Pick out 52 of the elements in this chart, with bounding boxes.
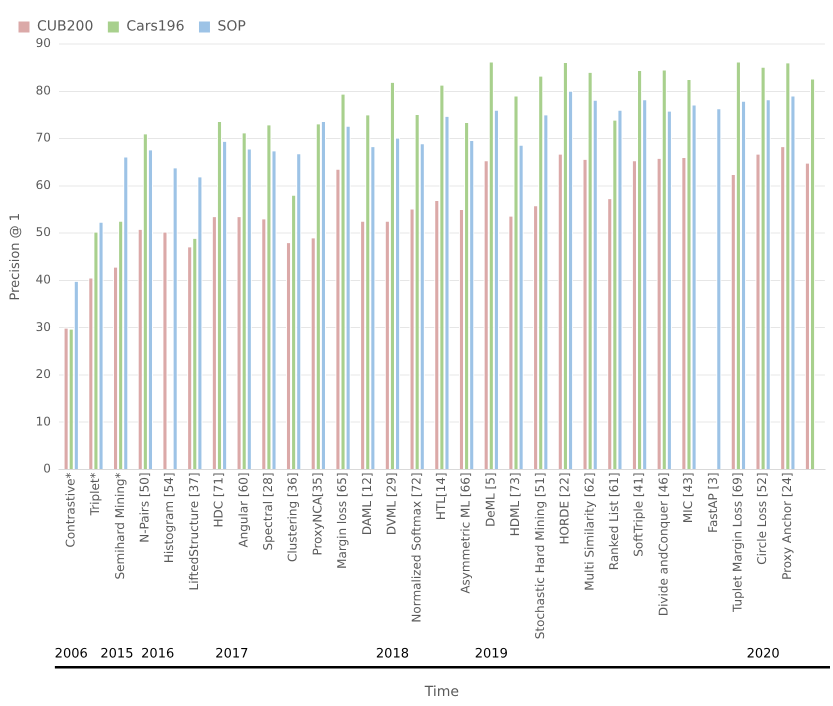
y-tick-label: 0: [43, 462, 51, 476]
x-tick-label: Spectral [28]: [261, 472, 276, 550]
x-tick-label: Contrastive*: [63, 472, 78, 548]
text: 2006: [54, 646, 88, 662]
text: 2015: [100, 646, 134, 662]
x-tick-label: Triplet*: [88, 472, 102, 516]
x-tick-label: Ranked List [61]: [606, 472, 621, 570]
text: 2019: [474, 646, 508, 662]
y-tick-label: 20: [36, 367, 51, 382]
x-tick-label: FastAP [3]: [706, 472, 720, 533]
legend-label: SOP: [217, 18, 246, 35]
x-tick-label: HTL[14]: [434, 472, 448, 520]
text: 2020: [746, 646, 780, 662]
x-tick-label: Angular [60]: [236, 472, 250, 548]
x-tick-label: Stochastic Hard Mining [51]: [532, 472, 547, 640]
y-tick-label: 80: [36, 83, 51, 98]
y-tick-label: 50: [36, 225, 51, 240]
x-tick-label: Histogram [54]: [162, 472, 176, 564]
x-tick-label: MIC [43]: [681, 472, 696, 524]
y-tick-label: 90: [36, 36, 51, 50]
text: 2017: [215, 646, 248, 662]
x-tick-label: Margin loss [65]: [335, 472, 350, 569]
x-tick-label: SoftTriple [41]: [632, 472, 646, 557]
x-tick-label: Normalized Softmax [72]: [409, 472, 424, 623]
x-tick-label: Clustering [36]: [286, 472, 300, 562]
x-axis-title: Time: [424, 684, 460, 700]
x-tick-label: Proxy Anchor [24]: [780, 472, 794, 580]
y-tick-label: 70: [36, 130, 51, 145]
x-tick-label: ProxyNCA[35]: [310, 472, 324, 556]
x-tick-label: DVML [29]: [384, 472, 399, 536]
x-tick-label: N-Pairs [50]: [137, 472, 152, 543]
x-tick-label: Semihard Mining*: [112, 472, 127, 580]
x-tick-label: Asymmetric ML [66]: [458, 472, 473, 594]
y-tick-label: 10: [36, 414, 51, 428]
x-tick-label: Circle Loss [52]: [755, 472, 770, 565]
x-tick-label: DeML [5]: [483, 472, 498, 527]
x-tick-label: HDML [73]: [508, 472, 522, 536]
text: 2016: [141, 646, 174, 662]
x-tick-label: HDC [71]: [212, 472, 226, 528]
x-tick-label: HORDE [22]: [558, 472, 572, 545]
legend-label: CUB200: [37, 18, 94, 35]
x-tick-label: Tuplet Margin Loss [69]: [730, 472, 745, 613]
x-tick-label: Divide andConquer [46]: [656, 472, 670, 616]
y-tick-label: 30: [36, 320, 51, 334]
x-tick-label: DAML [12]: [360, 472, 374, 536]
legend-label: Cars196: [126, 18, 185, 35]
y-tick-label: 40: [36, 272, 51, 286]
x-tick-label: Multi Similarity [62]: [582, 472, 596, 591]
y-axis-title: Precision @ 1: [8, 212, 24, 300]
text: 2018: [376, 646, 410, 662]
x-tick-label: LiftedStructure [37]: [186, 472, 201, 590]
y-tick-label: 60: [36, 178, 51, 192]
